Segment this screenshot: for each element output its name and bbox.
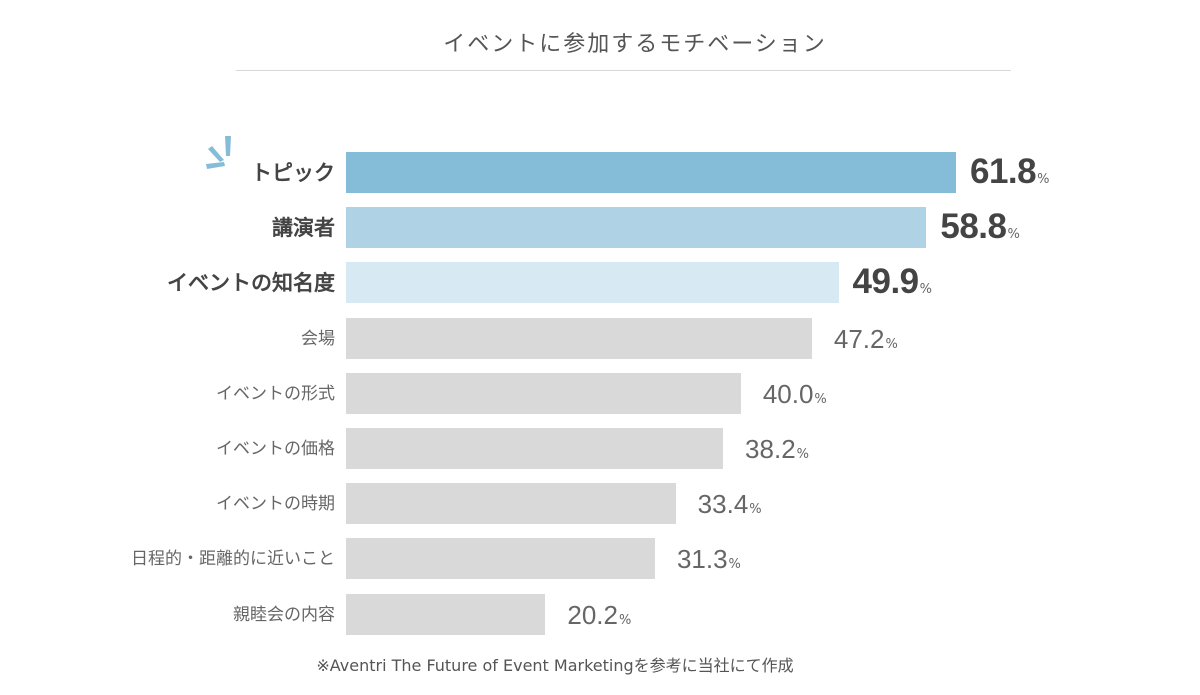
bar (346, 593, 546, 635)
bar (346, 538, 655, 580)
value-label: 38.2% (745, 428, 809, 470)
percent-unit: % (1007, 227, 1020, 243)
category-label: 会場 (301, 328, 335, 349)
value-label: 40.0% (763, 373, 827, 415)
title-divider (236, 70, 1011, 71)
value-number: 49.9 (852, 262, 920, 302)
percent-unit: % (885, 336, 898, 352)
percent-unit: % (796, 447, 810, 462)
bar (346, 428, 724, 469)
value-label: 31.3% (677, 538, 741, 580)
chart-title: イベントに参加するモチベーション (443, 32, 827, 57)
value-label: 58.8% (940, 206, 1019, 248)
value-label: 49.9% (853, 261, 932, 303)
category-label: イベントの知名度 (167, 271, 335, 296)
value-number: 31.3 (676, 544, 728, 575)
value-number: 61.8 (970, 152, 1037, 191)
bar (346, 207, 927, 249)
category-label: イベントの時期 (216, 494, 335, 515)
percent-unit: % (749, 502, 762, 518)
bar (346, 372, 741, 414)
category-label: イベントの形式 (216, 383, 335, 404)
category-label: イベントの価格 (216, 439, 335, 459)
percent-unit: % (618, 612, 632, 628)
category-label: 講演者 (272, 216, 335, 241)
value-label: 47.2% (834, 318, 898, 360)
bar (346, 152, 956, 193)
value-label: 61.8% (970, 151, 1049, 193)
source-note: ※Aventri The Future of Event Marketingを参… (316, 656, 794, 675)
bar (346, 483, 676, 525)
value-label: 20.2% (567, 594, 631, 636)
value-number: 47.2 (833, 323, 885, 354)
bar (346, 262, 839, 304)
value-number: 38.2 (745, 434, 796, 464)
category-label: トピック (251, 161, 335, 185)
value-number: 20.2 (567, 599, 618, 630)
percent-unit: % (919, 282, 933, 298)
value-number: 40.0 (762, 378, 814, 409)
percent-unit: % (1037, 172, 1050, 187)
percent-unit: % (728, 557, 741, 573)
category-label: 日程的・距離的に近いこと (131, 549, 335, 570)
value-label: 33.4% (698, 483, 762, 525)
value-number: 33.4 (697, 489, 749, 520)
percent-unit: % (814, 391, 827, 407)
bar (346, 317, 812, 359)
value-number: 58.8 (940, 207, 1007, 247)
category-label: 親睦会の内容 (233, 604, 335, 625)
sparkle-burst-icon (206, 136, 231, 169)
